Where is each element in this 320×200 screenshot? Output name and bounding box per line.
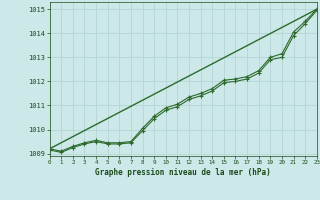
X-axis label: Graphe pression niveau de la mer (hPa): Graphe pression niveau de la mer (hPa)	[95, 168, 271, 177]
